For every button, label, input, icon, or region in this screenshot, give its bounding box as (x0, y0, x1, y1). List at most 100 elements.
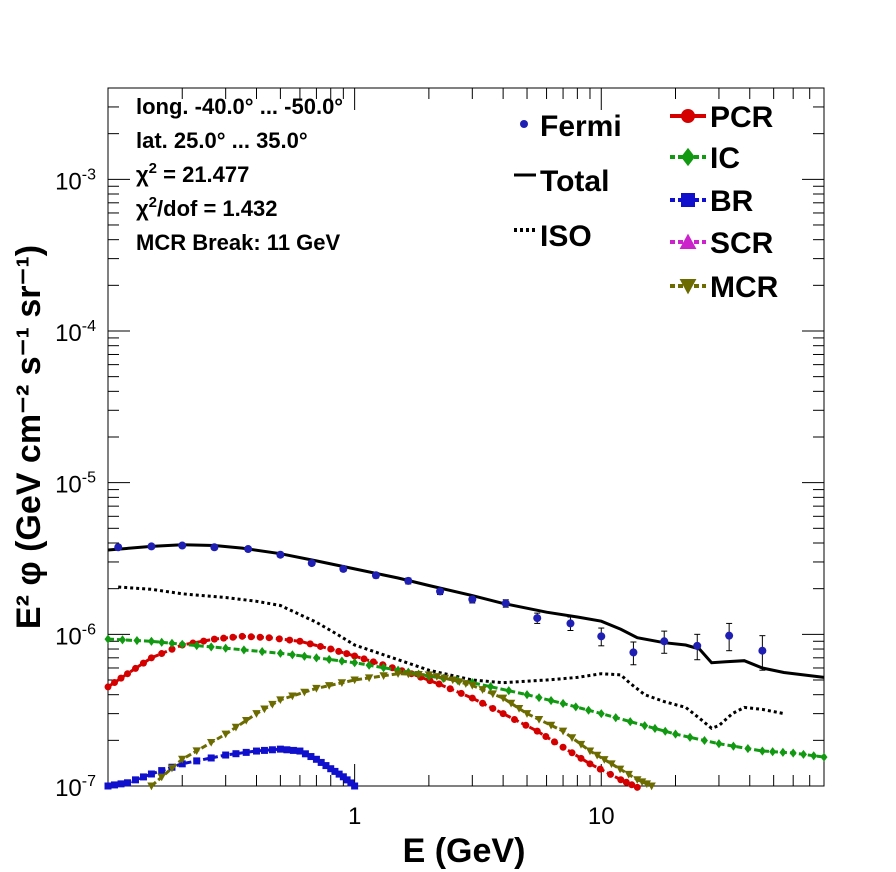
series-point-mcr (585, 747, 595, 756)
series-point-ic (758, 746, 766, 756)
series-point-pcr (628, 781, 636, 789)
info-block: long. -40.0° ... -50.0° lat. 25.0° ... 35… (136, 94, 343, 255)
series-point-mcr (157, 773, 166, 782)
fermi-point (597, 632, 606, 641)
series-point-pcr (168, 645, 176, 653)
series-point-mcr (324, 682, 334, 690)
series-point-mcr (478, 686, 487, 694)
series-point-pcr (568, 749, 576, 757)
series-point-mcr (231, 723, 241, 732)
series-point-br (131, 776, 139, 784)
series-point-br (178, 760, 186, 768)
series-point-mcr (404, 670, 413, 679)
series-point-ic (351, 658, 359, 668)
info-line: χ2 = 21.477 (136, 160, 249, 187)
series-point-br (317, 758, 325, 766)
series-point-pcr (111, 679, 119, 687)
series-point-pcr (457, 689, 465, 697)
fermi-point (276, 550, 285, 559)
fermi-point (566, 619, 575, 628)
fermi-point (114, 543, 123, 552)
series-line-ic (107, 637, 825, 759)
series-point-mcr (414, 671, 423, 679)
y-axis-title: E² φ (GeV cm⁻² s⁻¹ sr⁻¹) (10, 245, 48, 629)
series-point-ic (700, 735, 708, 746)
series-point-ic (240, 645, 248, 655)
series-point-mcr (498, 694, 508, 703)
legend-label: IC (710, 142, 740, 175)
series-point-pcr (296, 637, 304, 645)
fermi-point (629, 648, 638, 657)
series-point-ic (118, 635, 126, 645)
series-point-br (193, 757, 201, 765)
series-point-br (296, 747, 304, 755)
series-point-br (124, 779, 132, 787)
series-point-mcr (440, 674, 450, 683)
series-point-ic (312, 653, 320, 663)
series-point-ic (789, 748, 797, 758)
series-point-mcr (424, 671, 434, 680)
series-point-br (289, 746, 297, 754)
series-point-br (252, 747, 260, 755)
fermi-point (371, 571, 380, 580)
series-point-mcr (637, 778, 647, 787)
series-point-ic (612, 713, 620, 723)
series-line-total (107, 543, 825, 679)
legend-label: Total (540, 165, 609, 198)
series-point-br (117, 780, 125, 788)
series-point-mcr (647, 782, 656, 791)
y-tick-label: 10-4 (55, 318, 96, 347)
series-point-mcr (514, 704, 524, 713)
series-point-ic (769, 747, 777, 757)
series-point-pcr (306, 640, 314, 648)
fermi-series (114, 541, 767, 671)
series-point-mcr (624, 770, 633, 779)
series-point-ic (651, 723, 659, 734)
series-point-ic (641, 721, 649, 731)
series-point-pcr (200, 637, 208, 645)
series-point-br (158, 767, 166, 775)
fermi-point (210, 543, 219, 552)
axis-ticks (107, 87, 825, 787)
series-point-mcr (468, 681, 477, 690)
series-point-ic (158, 637, 166, 647)
series-point-ic (799, 749, 807, 759)
series-point-mcr (167, 764, 177, 773)
series-point-pcr (327, 645, 335, 653)
series-point-pcr (607, 770, 615, 778)
series-point-br (312, 755, 320, 763)
series-point-ic (380, 663, 388, 673)
series-point-br (232, 750, 240, 758)
series-point-mcr (147, 782, 156, 791)
series-point-mcr (221, 730, 230, 739)
series-point-br (335, 770, 343, 778)
series-point-ic (810, 751, 818, 761)
fermi-point (533, 614, 542, 623)
series-point-ic (258, 647, 266, 657)
series-point-mcr (268, 700, 277, 709)
y-tick-label: 10-5 (55, 470, 96, 499)
series-point-br (283, 746, 291, 754)
legend-marker-scr (679, 233, 697, 249)
series-point-br (268, 746, 276, 754)
series-point-pcr (586, 760, 594, 768)
legend-marker-mcr (679, 279, 697, 295)
series-point-mcr (642, 780, 652, 789)
fermi-point (660, 637, 669, 646)
series-point-ic (686, 732, 694, 742)
series-point-br (339, 773, 347, 781)
fermi-point (307, 559, 316, 568)
series-point-br (104, 782, 112, 790)
series-point-ic (147, 636, 155, 646)
series-point-mcr (615, 765, 625, 774)
series-point-ic (547, 695, 555, 706)
series-point-ic (300, 651, 308, 661)
x-tick-label: 1 (348, 803, 361, 830)
series-point-mcr (567, 734, 577, 742)
legend-marker-fermi (520, 120, 528, 128)
tick-labels: 1 10 10-7 10-6 10-5 10-4 10-3 (55, 166, 615, 830)
series-point-mcr (242, 716, 251, 725)
x-tick-label: 10 (588, 803, 615, 830)
series-point-ic (535, 693, 543, 703)
series-point-pcr (479, 699, 487, 707)
